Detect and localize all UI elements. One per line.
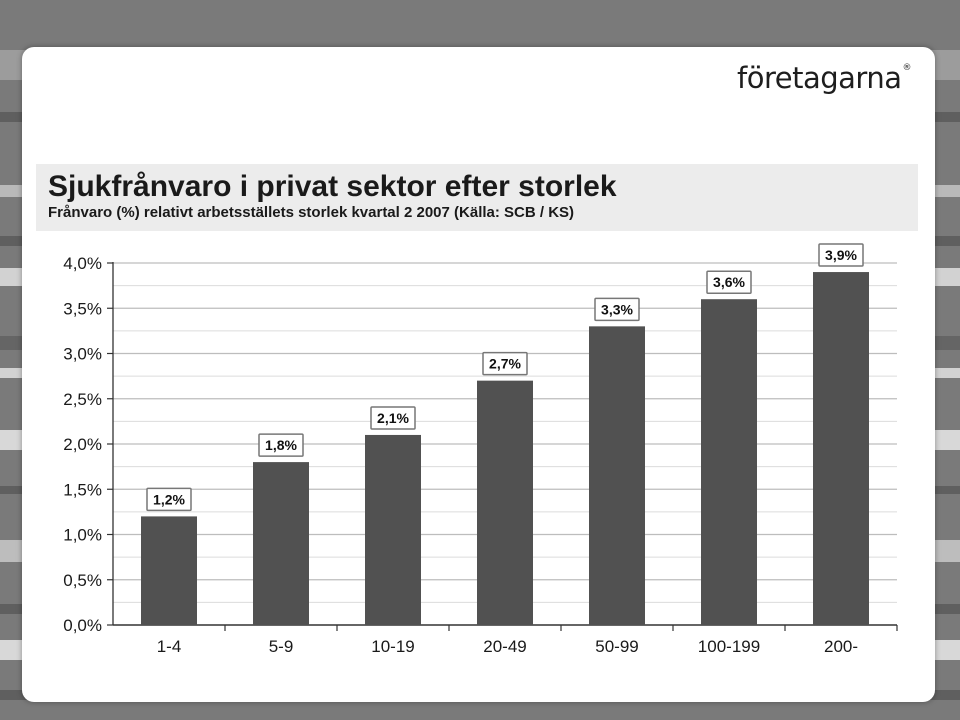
y-tick-label: 2,0% <box>63 435 102 454</box>
chart-title: Sjukfrånvaro i privat sektor efter storl… <box>48 170 617 203</box>
data-label: 1,8% <box>265 437 297 453</box>
data-label-box <box>258 433 304 457</box>
registered-mark: ® <box>902 63 912 73</box>
bar <box>589 326 645 625</box>
data-label: 3,3% <box>601 301 633 317</box>
bar <box>813 272 869 625</box>
bar <box>253 462 309 625</box>
x-tick-label: 100-199 <box>698 637 760 656</box>
data-label-box <box>146 487 192 512</box>
bar <box>701 299 757 625</box>
chart-header: Sjukfrånvaro i privat sektor efter storl… <box>36 164 918 231</box>
foretagarna-logo: företagarna® <box>737 61 911 95</box>
data-label-box <box>370 406 416 430</box>
data-label: 2,7% <box>489 356 521 372</box>
chart-subtitle: Frånvaro (%) relativt arbetsställets sto… <box>48 204 575 221</box>
data-label-box <box>482 351 528 376</box>
x-tick-label: 10-19 <box>371 637 414 656</box>
y-tick-label: 3,0% <box>63 345 102 364</box>
y-tick-label: 2,5% <box>63 390 102 409</box>
x-tick-label: 50-99 <box>595 637 638 656</box>
x-tick-label: 20-49 <box>483 637 526 656</box>
data-label: 2,1% <box>377 410 409 426</box>
x-tick-label: 200- <box>824 637 858 656</box>
y-tick-label: 0,5% <box>63 571 102 590</box>
x-tick-label: 5-9 <box>269 637 294 656</box>
bar <box>141 516 197 625</box>
y-tick-label: 1,5% <box>63 480 102 499</box>
data-label-box <box>818 243 864 267</box>
bar <box>477 380 533 625</box>
data-label-box <box>594 297 640 322</box>
x-tick-label: 1-4 <box>157 637 182 656</box>
y-tick-label: 1,0% <box>63 526 102 545</box>
data-label: 3,9% <box>825 247 857 263</box>
y-tick-label: 0,0% <box>63 616 102 635</box>
y-tick-label: 4,0% <box>63 254 102 273</box>
logo-text: företagarna <box>737 61 902 95</box>
data-label-box <box>706 270 752 294</box>
bar <box>365 434 421 625</box>
data-label: 3,6% <box>713 274 745 290</box>
y-tick-label: 3,5% <box>63 299 102 318</box>
data-label: 1,2% <box>153 491 185 507</box>
